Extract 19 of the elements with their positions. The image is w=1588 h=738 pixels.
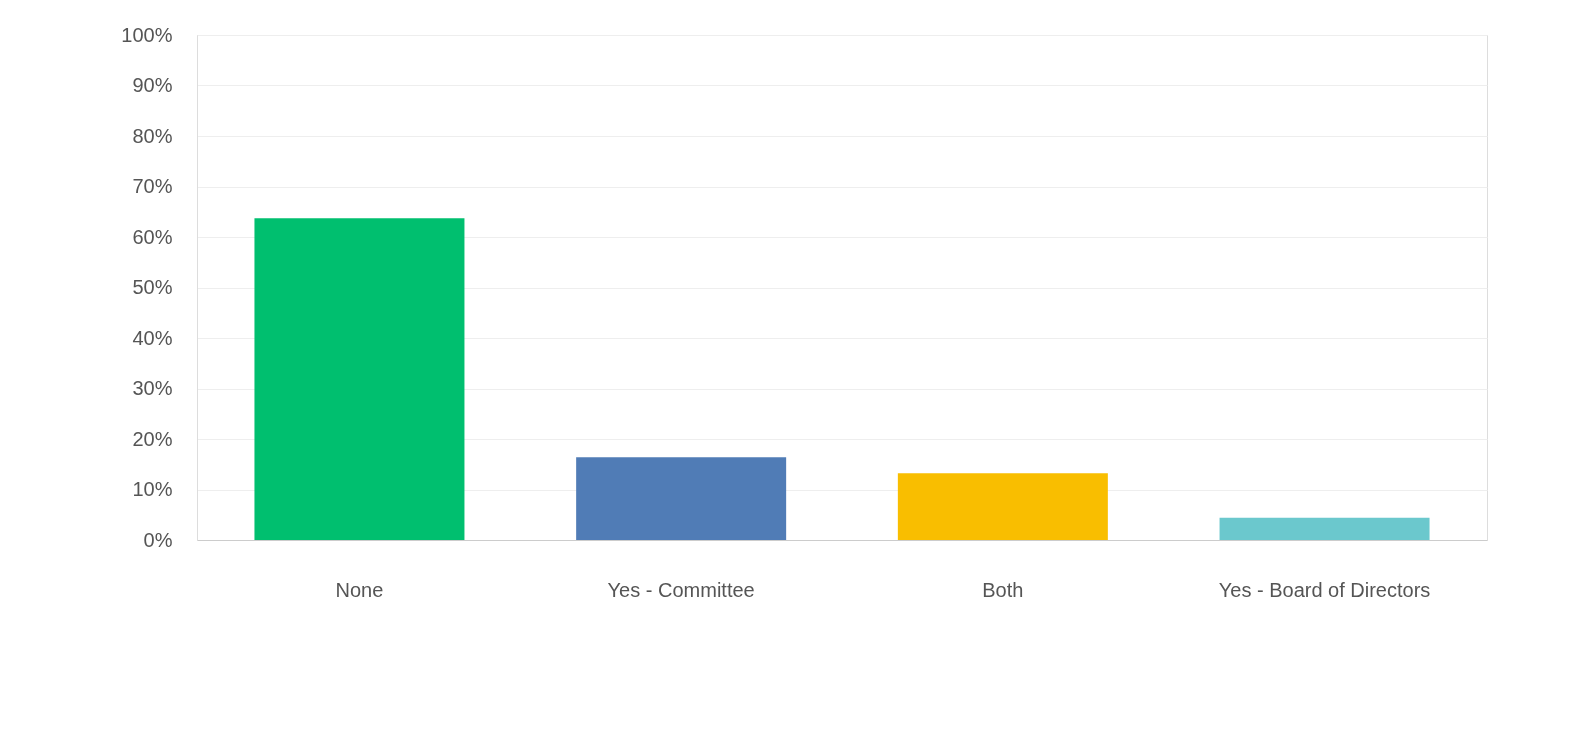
- bar: [576, 457, 787, 540]
- x-tick-label: Both: [982, 578, 1024, 601]
- y-tick-label: 60%: [132, 225, 173, 248]
- y-tick-label: 20%: [132, 427, 173, 450]
- x-tick-label: Yes - Committee: [607, 578, 755, 601]
- y-tick-label: 50%: [132, 276, 173, 298]
- y-tick-label: 0%: [143, 528, 173, 551]
- bar: [897, 473, 1108, 540]
- x-tick-label: Yes - Board of Directors: [1218, 578, 1431, 601]
- y-tick-label: 80%: [132, 124, 173, 147]
- x-tick-label: None: [335, 578, 384, 601]
- bar: [254, 218, 465, 540]
- bar: [1219, 517, 1430, 540]
- y-tick-label: 90%: [132, 74, 173, 96]
- y-tick-label: 70%: [132, 175, 173, 197]
- y-tick-label: 100%: [121, 23, 173, 46]
- y-tick-label: 10%: [132, 478, 173, 500]
- y-tick-label: 40%: [132, 326, 173, 349]
- y-tick-label: 30%: [132, 377, 173, 399]
